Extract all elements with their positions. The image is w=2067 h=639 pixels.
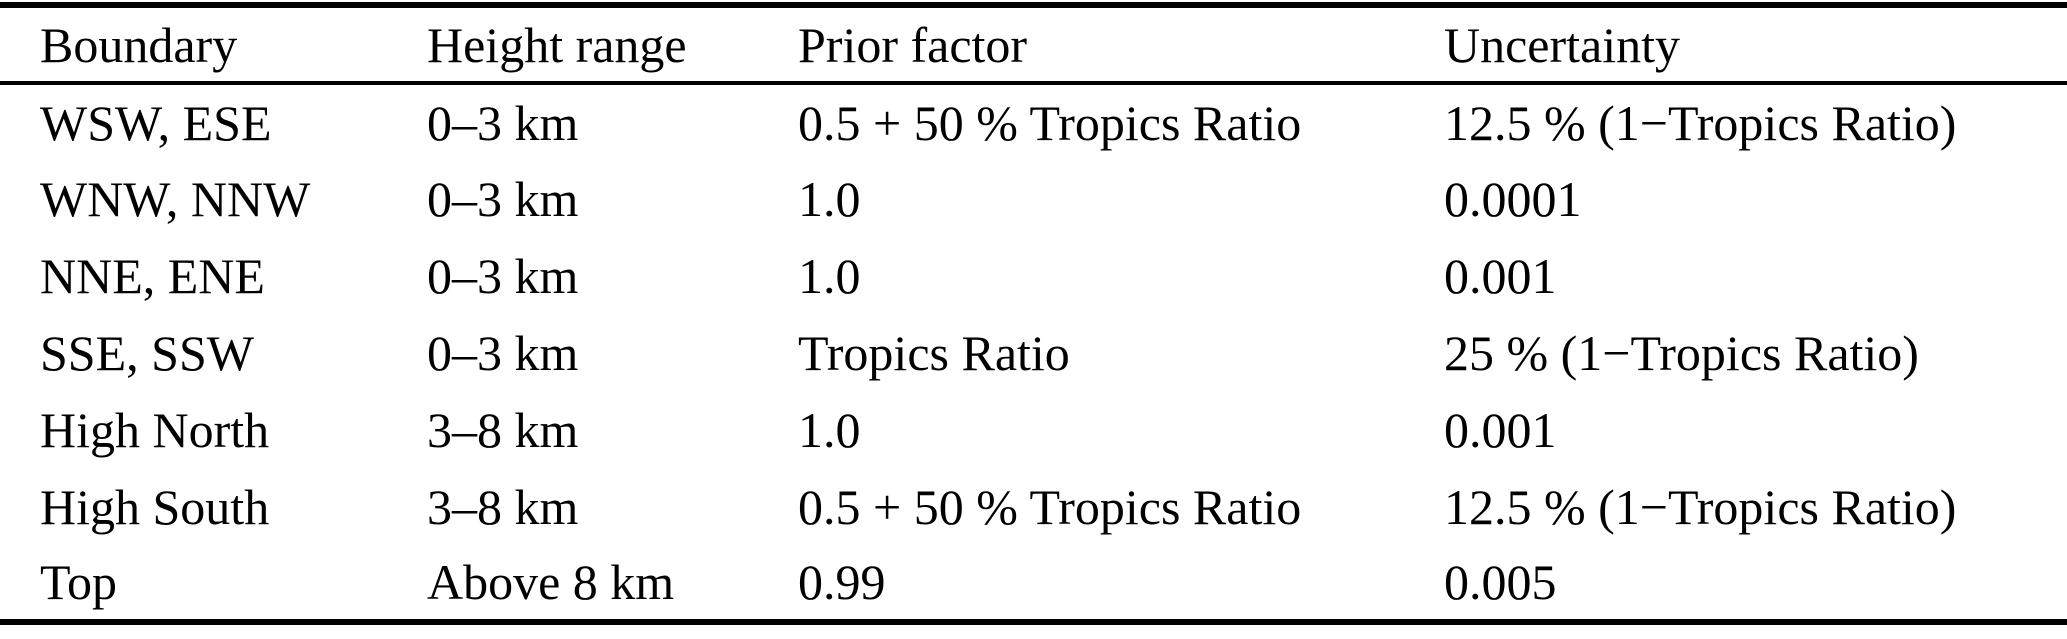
cell-prior-factor: Tropics Ratio <box>798 324 1070 381</box>
cell-boundary: WNW, NNW <box>40 170 311 227</box>
table-row: WNW, NNW 0–3 km 1.0 0.0001 <box>0 160 2067 237</box>
cell-height-range: 0–3 km <box>427 94 579 151</box>
table-row: Top Above 8 km 0.99 0.005 <box>0 545 2067 622</box>
table-row: WSW, ESE 0–3 km 0.5 + 50 % Tropics Ratio… <box>0 83 2067 160</box>
cell-boundary: WSW, ESE <box>40 94 272 151</box>
cell-boundary: NNE, ENE <box>40 247 265 304</box>
cell-boundary: Top <box>40 554 118 610</box>
cell-prior-factor: 1.0 <box>798 247 861 304</box>
column-header-prior-factor: Prior factor <box>798 16 1028 73</box>
table-row: NNE, ENE 0–3 km 1.0 0.001 <box>0 237 2067 314</box>
column-header-boundary: Boundary <box>40 16 238 73</box>
cell-height-range: 3–8 km <box>427 401 579 458</box>
cell-uncertainty: 0.001 <box>1444 401 1557 458</box>
cell-height-range: 0–3 km <box>427 324 579 381</box>
cell-uncertainty: 25 % (1−Tropics Ratio) <box>1444 324 1919 381</box>
cell-boundary: High South <box>40 478 270 535</box>
table-row: High North 3–8 km 1.0 0.001 <box>0 391 2067 468</box>
cell-prior-factor: 1.0 <box>798 401 861 458</box>
table-row: High South 3–8 km 0.5 + 50 % Tropics Rat… <box>0 468 2067 545</box>
cell-boundary: High North <box>40 401 270 458</box>
cell-uncertainty: 12.5 % (1−Tropics Ratio) <box>1444 478 1957 535</box>
cell-prior-factor: 0.99 <box>798 554 886 610</box>
cell-uncertainty: 0.001 <box>1444 247 1557 304</box>
boundary-conditions-table: Boundary Height range Prior factor Uncer… <box>0 2 2067 625</box>
cell-prior-factor: 1.0 <box>798 170 861 227</box>
cell-uncertainty: 0.005 <box>1444 554 1557 610</box>
column-header-height-range: Height range <box>427 16 687 73</box>
table-header-row: Boundary Height range Prior factor Uncer… <box>0 5 2067 83</box>
cell-height-range: Above 8 km <box>427 554 675 610</box>
cell-height-range: 3–8 km <box>427 478 579 535</box>
column-header-uncertainty: Uncertainty <box>1444 16 1681 73</box>
cell-prior-factor: 0.5 + 50 % Tropics Ratio <box>798 478 1302 535</box>
cell-uncertainty: 0.0001 <box>1444 170 1582 227</box>
cell-boundary: SSE, SSW <box>40 324 254 381</box>
cell-prior-factor: 0.5 + 50 % Tropics Ratio <box>798 94 1302 151</box>
cell-uncertainty: 12.5 % (1−Tropics Ratio) <box>1444 94 1957 151</box>
cell-height-range: 0–3 km <box>427 247 579 304</box>
cell-height-range: 0–3 km <box>427 170 579 227</box>
table-row: SSE, SSW 0–3 km Tropics Ratio 25 % (1−Tr… <box>0 314 2067 391</box>
